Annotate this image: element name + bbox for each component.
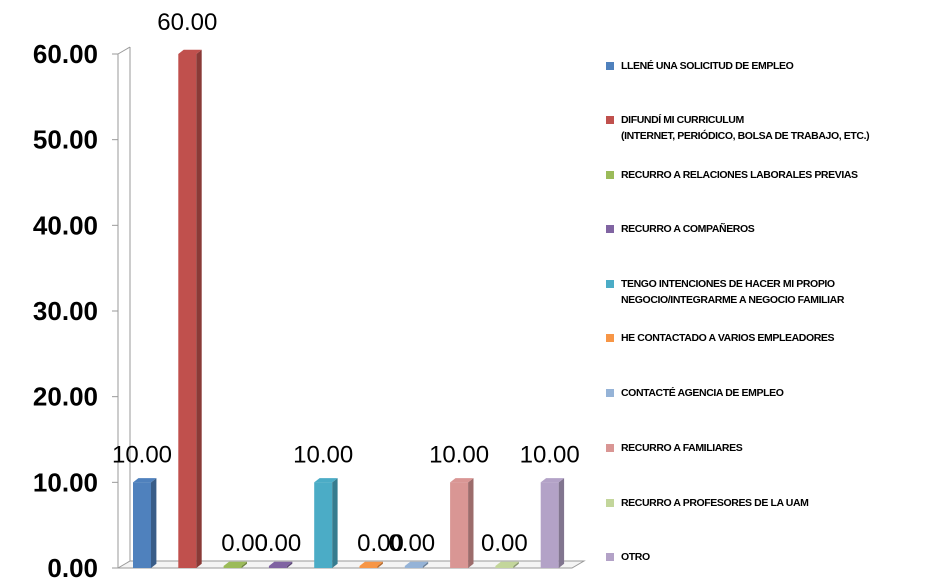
- bar-top: [268, 561, 293, 566]
- data-label: 10.00: [112, 441, 172, 468]
- bar-front: [540, 482, 559, 568]
- bars: [133, 49, 565, 569]
- bar-top: [450, 478, 474, 483]
- legend-label: RECURRO A COMPAÑEROS: [621, 223, 755, 235]
- bar-side: [196, 49, 202, 569]
- legend-item: RECURRO A COMPAÑEROS: [606, 221, 755, 237]
- legend-item: CONTACTÉ AGENCIA DE EMPLEO: [606, 385, 784, 401]
- legend-swatch: [606, 499, 614, 507]
- bar-top: [133, 478, 157, 483]
- legend-label: RECURRO A RELACIONES LABORALES PREVIAS: [621, 169, 858, 181]
- legend-item: TENGO INTENCIONES DE HACER MI PROPIO NEG…: [606, 276, 844, 308]
- bar-side: [558, 478, 565, 568]
- bar-side: [377, 561, 383, 568]
- bar-front: [495, 566, 514, 568]
- data-label: 0.00: [481, 530, 528, 557]
- bar-side: [241, 561, 247, 568]
- legend-swatch: [606, 389, 614, 397]
- bar: [450, 478, 474, 568]
- bar-front: [404, 566, 423, 568]
- legend-item: LLENÉ UNA SOLICITUD DE EMPLEO: [606, 58, 794, 74]
- bar-front: [223, 566, 242, 568]
- legend-item: RECURRO A RELACIONES LABORALES PREVIAS: [606, 167, 858, 183]
- legend-item: OTRO: [606, 549, 650, 565]
- legend-label: TENGO INTENCIONES DE HACER MI PROPIO NEG…: [621, 278, 845, 306]
- chart-legend: LLENÉ UNA SOLICITUD DE EMPLEO DIFUNDÍ MI …: [606, 0, 946, 587]
- y-tick-label: 10.00: [33, 467, 98, 497]
- bar-side: [468, 478, 474, 568]
- y-tick-label: 60.00: [33, 39, 98, 69]
- bar-side: [151, 478, 157, 568]
- bar: [268, 561, 293, 568]
- bar: [178, 49, 202, 569]
- legend-swatch: [606, 444, 614, 452]
- legend-item: DIFUNDÍ MI CURRICULUM (INTERNET, PERIÓDI…: [606, 112, 870, 144]
- bar-side: [422, 561, 429, 568]
- bar: [359, 561, 383, 568]
- y-axis-top-edge: [117, 46, 131, 55]
- bar-front: [178, 54, 197, 568]
- y-axis-ticks: 0.00 10.00 20.00 30.00 40.00 50.00 60.00: [33, 39, 118, 583]
- legend-label: RECURRO A FAMILIARES: [621, 442, 743, 454]
- y-tick-label: 40.00: [33, 210, 98, 240]
- bar-side: [332, 478, 338, 568]
- bar-front: [359, 566, 378, 568]
- bar-front: [268, 566, 287, 568]
- bar-top: [314, 478, 338, 483]
- bar-top: [223, 561, 247, 566]
- legend-item: HE CONTACTADO A VARIOS EMPLEADORES: [606, 330, 835, 346]
- legend-item: RECURRO A PROFESORES DE LA UAM: [606, 495, 809, 511]
- bar-top: [178, 49, 202, 54]
- bar-side: [513, 561, 519, 568]
- data-labels: 10.0060.000.000.0010.000.000.0010.000.00…: [112, 9, 580, 557]
- bar-top: [404, 561, 429, 566]
- data-label: 0.00: [388, 530, 435, 557]
- legend-label: LLENÉ UNA SOLICITUD DE EMPLEO: [621, 60, 794, 72]
- data-label: 10.00: [429, 441, 489, 468]
- y-tick-label: 50.00: [33, 125, 98, 155]
- legend-label: OTRO: [621, 551, 650, 563]
- data-label: 10.00: [520, 441, 580, 468]
- bar-top: [359, 561, 383, 566]
- bar-side: [286, 561, 293, 568]
- bar: [133, 478, 157, 568]
- legend-swatch: [606, 280, 614, 288]
- legend-label: CONTACTÉ AGENCIA DE EMPLEO: [621, 387, 784, 399]
- bar: [540, 478, 565, 568]
- bar: [404, 561, 429, 568]
- data-label: 0.00: [221, 530, 268, 557]
- bar: [495, 561, 519, 568]
- bar-chart: 0.00 10.00 20.00 30.00 40.00 50.00 60.00 10.00…: [33, 9, 586, 583]
- bar: [223, 561, 247, 568]
- bar: [314, 478, 338, 568]
- data-label: 60.00: [157, 9, 217, 36]
- legend-swatch: [606, 171, 614, 179]
- data-label: 10.00: [293, 441, 353, 468]
- bar-top: [540, 478, 565, 483]
- y-tick-label: 30.00: [33, 296, 98, 326]
- legend-label: RECURRO A PROFESORES DE LA UAM: [621, 497, 809, 509]
- bar-front: [314, 482, 333, 568]
- legend-swatch: [606, 225, 614, 233]
- legend-item: RECURRO A FAMILIARES: [606, 440, 743, 456]
- legend-swatch: [606, 334, 614, 342]
- bar-top: [495, 561, 519, 566]
- y-tick-label: 0.00: [47, 553, 98, 583]
- bar-front: [450, 482, 469, 568]
- legend-swatch: [606, 116, 614, 124]
- y-tick-label: 20.00: [33, 382, 98, 412]
- legend-label: DIFUNDÍ MI CURRICULUM (INTERNET, PERIÓDI…: [621, 114, 870, 142]
- data-label: 0.00: [255, 530, 302, 557]
- legend-label: HE CONTACTADO A VARIOS EMPLEADORES: [621, 332, 835, 344]
- legend-swatch: [606, 62, 614, 70]
- bar-front: [133, 482, 151, 568]
- data-label: 0.00: [357, 530, 404, 557]
- legend-swatch: [606, 553, 614, 561]
